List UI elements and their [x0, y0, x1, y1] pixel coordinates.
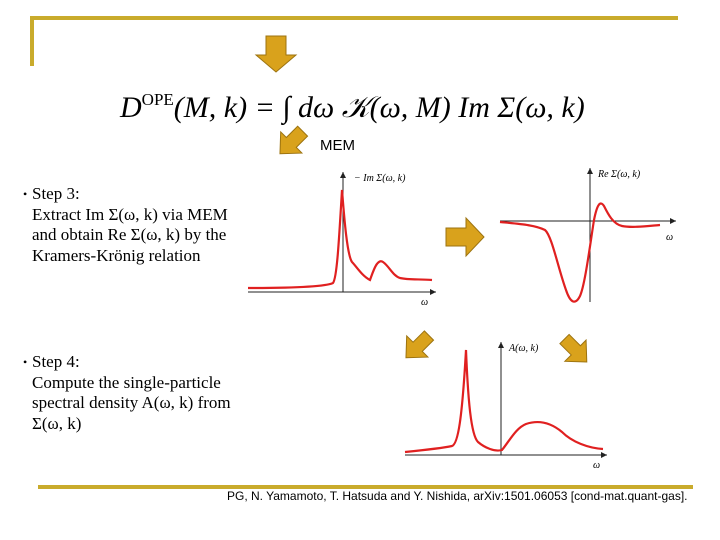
- frame-left-line: [30, 16, 34, 66]
- im-sigma-x-arrowhead: [430, 289, 436, 295]
- arrow-diagonal-icon: [559, 333, 588, 363]
- im-sigma-plot: − Im Σ(ω, k) ω: [247, 172, 436, 308]
- frame-bottom-line: [38, 485, 693, 489]
- spectral-y-label: A(ω, k): [508, 343, 539, 354]
- re-sigma-y-arrowhead: [587, 168, 593, 174]
- step-4-body: Compute the single-particle spectral den…: [32, 372, 231, 433]
- im-sigma-y-arrowhead: [340, 172, 346, 178]
- step-4-title: Step 4:: [32, 352, 80, 371]
- spectral-curve: [404, 349, 604, 454]
- ope-formula: DOPE(M, k) = ∫ dω 𝒦(ω, M) Im Σ(ω, k): [120, 76, 590, 124]
- im-sigma-y-label: − Im Σ(ω, k): [354, 173, 406, 184]
- arrow-right-icon: [445, 216, 485, 258]
- step-3-bullet: •: [23, 187, 28, 201]
- re-sigma-y-label: Re Σ(ω, k): [597, 169, 641, 180]
- spectral-x-label: ω: [593, 460, 600, 471]
- frame-top-line: [30, 16, 678, 20]
- re-sigma-curve: [499, 202, 661, 303]
- spectral-y-arrowhead: [498, 342, 504, 348]
- im-sigma-x-label: ω: [421, 297, 428, 308]
- mem-label: MEM: [320, 137, 355, 154]
- formula-lhs: D: [120, 91, 142, 124]
- formula-superscript: OPE: [141, 90, 174, 109]
- re-sigma-x-arrowhead: [670, 218, 676, 224]
- spectral-plot: A(ω, k) ω: [404, 342, 607, 471]
- arrow-diagonal-icon: [405, 330, 435, 359]
- re-sigma-x-label: ω: [666, 232, 673, 243]
- citation: PG, N. Yamamoto, T. Hatsuda and Y. Nishi…: [227, 489, 688, 503]
- arrow-diagonal-icon: [279, 125, 309, 155]
- arrow-down-icon: [254, 35, 298, 73]
- step-3-title: Step 3:: [32, 184, 80, 203]
- formula-rest: (M, k) = ∫ dω 𝒦(ω, M) Im Σ(ω, k): [173, 91, 585, 124]
- im-sigma-curve: [247, 189, 433, 290]
- step-3-text: • Step 3: Extract Im Σ(ω, k) via MEM and…: [23, 184, 252, 266]
- re-sigma-plot: Re Σ(ω, k) ω: [499, 168, 676, 303]
- step-4-text: • Step 4: Compute the single-particle sp…: [23, 352, 252, 434]
- step-4-bullet: •: [23, 355, 28, 369]
- spectral-x-arrowhead: [601, 452, 607, 458]
- step-3-body: Extract Im Σ(ω, k) via MEM and obtain Re…: [32, 204, 228, 265]
